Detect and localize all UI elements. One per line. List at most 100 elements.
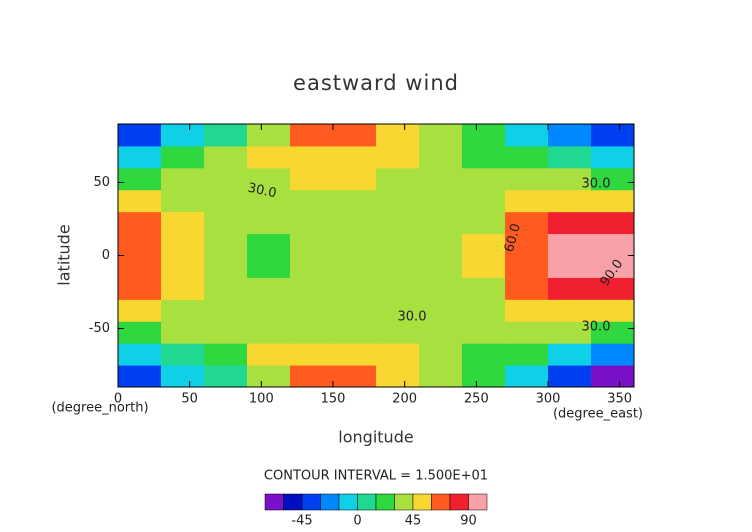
cell	[505, 321, 549, 344]
cell	[505, 145, 549, 169]
cell	[548, 189, 592, 213]
cell	[333, 255, 377, 278]
cell	[118, 299, 162, 322]
cell	[591, 343, 635, 366]
cell	[419, 211, 463, 235]
x-tick-label: 150	[321, 392, 346, 407]
cell	[419, 255, 463, 278]
cell	[204, 167, 248, 191]
cell	[247, 189, 291, 213]
cell	[204, 255, 248, 278]
cell	[204, 124, 248, 147]
cell	[548, 124, 592, 147]
cell	[290, 277, 334, 300]
contour-interval: CONTOUR INTERVAL = 1.500E+01	[264, 469, 488, 484]
cell	[376, 277, 420, 300]
cell	[204, 233, 248, 256]
y-tick-label: 0	[102, 248, 110, 263]
x-tick-label: 0	[114, 392, 122, 407]
cell	[290, 343, 334, 366]
contour-label: 60.0	[502, 222, 524, 254]
cell	[462, 167, 506, 191]
cell	[419, 299, 463, 322]
cell	[204, 145, 248, 169]
cell	[462, 145, 506, 169]
cell	[548, 321, 592, 344]
cell	[376, 233, 420, 256]
colorbar-swatch	[412, 493, 432, 511]
contour-labels: 30.0 30.0 30.0 30.0 60.0 90.0	[246, 177, 626, 335]
y-tick-label: -50	[89, 321, 110, 336]
cell	[548, 299, 592, 322]
cell	[591, 299, 635, 322]
cell	[247, 167, 291, 191]
colorbar-label: 0	[353, 514, 361, 529]
cell	[505, 167, 549, 191]
cell	[591, 145, 635, 169]
cell	[290, 255, 334, 278]
cell	[204, 365, 248, 388]
cell	[376, 189, 420, 213]
cell	[548, 211, 592, 235]
cell	[505, 255, 549, 278]
field	[117, 123, 635, 388]
cell	[247, 343, 291, 366]
cell	[161, 211, 205, 235]
colorbar-swatch	[394, 493, 414, 511]
x-tick-label: 350	[607, 392, 632, 407]
cell	[376, 365, 420, 388]
colorbar-swatch	[338, 493, 358, 511]
cell	[204, 277, 248, 300]
cell	[290, 124, 334, 147]
cell	[505, 124, 549, 147]
x-tick-label: 300	[536, 392, 561, 407]
cell	[462, 365, 506, 388]
cell	[548, 167, 592, 191]
cell	[204, 343, 248, 366]
cell	[548, 255, 592, 278]
y-tick-label: 50	[93, 175, 110, 190]
cell	[247, 277, 291, 300]
cell	[161, 233, 205, 256]
cell	[333, 124, 377, 147]
cell	[419, 189, 463, 213]
x-tick-label: 50	[181, 392, 198, 407]
cell	[548, 277, 592, 300]
chart-title: eastward wind	[293, 71, 459, 95]
cell	[376, 343, 420, 366]
cell	[591, 255, 635, 278]
cell	[548, 343, 592, 366]
cell	[333, 167, 377, 191]
cell	[204, 299, 248, 322]
cell	[505, 233, 549, 256]
x-units: (degree_east)	[553, 407, 643, 422]
cell	[161, 255, 205, 278]
cell	[333, 233, 377, 256]
colorbar-label: 90	[460, 514, 477, 529]
cell	[118, 365, 162, 388]
cell	[419, 321, 463, 344]
cell	[290, 299, 334, 322]
cell	[333, 189, 377, 213]
cell	[505, 343, 549, 366]
cell	[161, 277, 205, 300]
cell	[247, 233, 291, 256]
cell	[505, 365, 549, 388]
cell	[591, 189, 635, 213]
cell	[419, 277, 463, 300]
cell	[376, 255, 420, 278]
cell	[247, 124, 291, 147]
colorbar-swatch	[283, 493, 303, 511]
colorbar-swatch	[375, 493, 395, 511]
cell	[118, 321, 162, 344]
colorbar-swatch	[449, 493, 469, 511]
x-tick-label: 200	[392, 392, 417, 407]
cell	[247, 255, 291, 278]
cell	[290, 145, 334, 169]
colorbar-label: -45	[291, 514, 312, 529]
cell	[376, 167, 420, 191]
cell	[333, 365, 377, 388]
cell	[376, 299, 420, 322]
cell	[204, 189, 248, 213]
cell	[290, 321, 334, 344]
